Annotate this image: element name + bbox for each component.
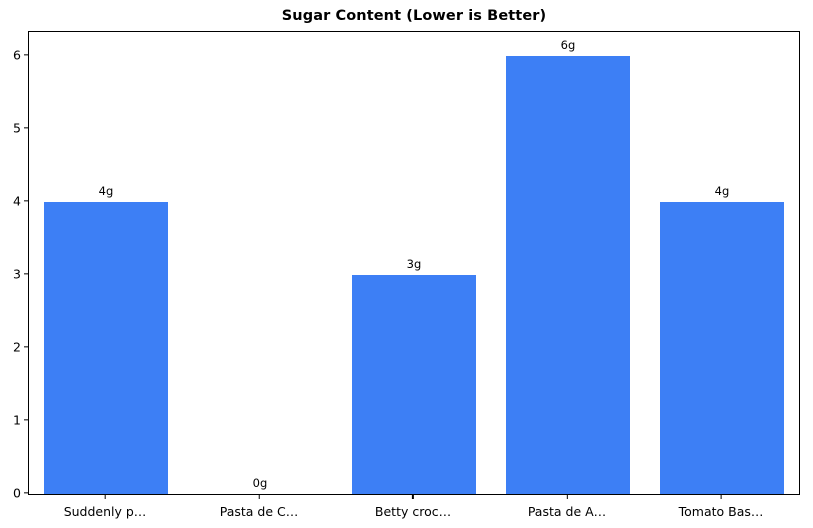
bar[interactable]	[352, 275, 476, 494]
x-tick-mark	[104, 495, 106, 499]
y-tick-label: 5	[13, 120, 21, 136]
x-tick-label: Pasta de A…	[527, 504, 607, 519]
x-tick-label: Betty croc…	[374, 504, 452, 519]
x-tick: Tomato Bas…	[678, 495, 764, 519]
bars-layer: 4g 0g 3g 6g 4g	[29, 32, 799, 494]
chart-title: Sugar Content (Lower is Better)	[281, 8, 547, 24]
bar-group[interactable]: 4g	[44, 32, 168, 494]
bar[interactable]	[660, 202, 784, 494]
y-tick-mark	[24, 54, 28, 56]
x-tick-label: Suddenly p…	[63, 504, 147, 519]
x-tick: Pasta de A…	[528, 495, 606, 519]
x-tick: Pasta de C…	[219, 495, 299, 519]
bar-group[interactable]: 6g	[506, 32, 630, 494]
y-tick-label: 0	[13, 485, 21, 501]
y-tick-mark	[24, 346, 28, 348]
y-tick-label: 4	[13, 193, 21, 209]
bar[interactable]	[44, 202, 168, 494]
bar-group[interactable]: 4g	[660, 32, 784, 494]
y-tick-mark	[24, 127, 28, 129]
bar-value-label: 4g	[714, 183, 730, 198]
x-tick: Betty croc…	[375, 495, 451, 519]
bar-value-label: 0g	[252, 475, 268, 490]
y-tick-mark	[24, 273, 28, 275]
y-tick-label: 6	[13, 47, 21, 63]
bar-value-label: 6g	[560, 37, 576, 52]
plot-area: 4g 0g 3g 6g 4g	[28, 31, 800, 495]
bar[interactable]	[506, 56, 630, 494]
bar-value-label: 4g	[98, 183, 114, 198]
y-tick-label: 2	[13, 339, 21, 355]
x-axis: Suddenly p… Pasta de C… Betty croc… Pasta d…	[28, 495, 800, 528]
bar-group[interactable]: 3g	[352, 32, 476, 494]
bar-value-label: 3g	[406, 256, 422, 271]
y-tick-label: 1	[13, 412, 21, 428]
x-tick-mark	[720, 495, 722, 499]
x-tick-mark	[566, 495, 568, 499]
x-tick-mark	[258, 495, 260, 499]
y-tick-label: 3	[13, 266, 21, 282]
y-tick-mark	[24, 492, 28, 494]
x-tick-label: Pasta de C…	[219, 504, 299, 519]
bar-group[interactable]: 0g	[198, 32, 321, 494]
x-tick: Suddenly p…	[63, 495, 147, 519]
y-tick-mark	[24, 419, 28, 421]
x-tick-label: Tomato Bas…	[678, 504, 764, 519]
x-tick-mark	[412, 495, 414, 499]
y-tick-mark	[24, 200, 28, 202]
y-axis: 0 1 2 3 4 5 6	[0, 31, 28, 501]
